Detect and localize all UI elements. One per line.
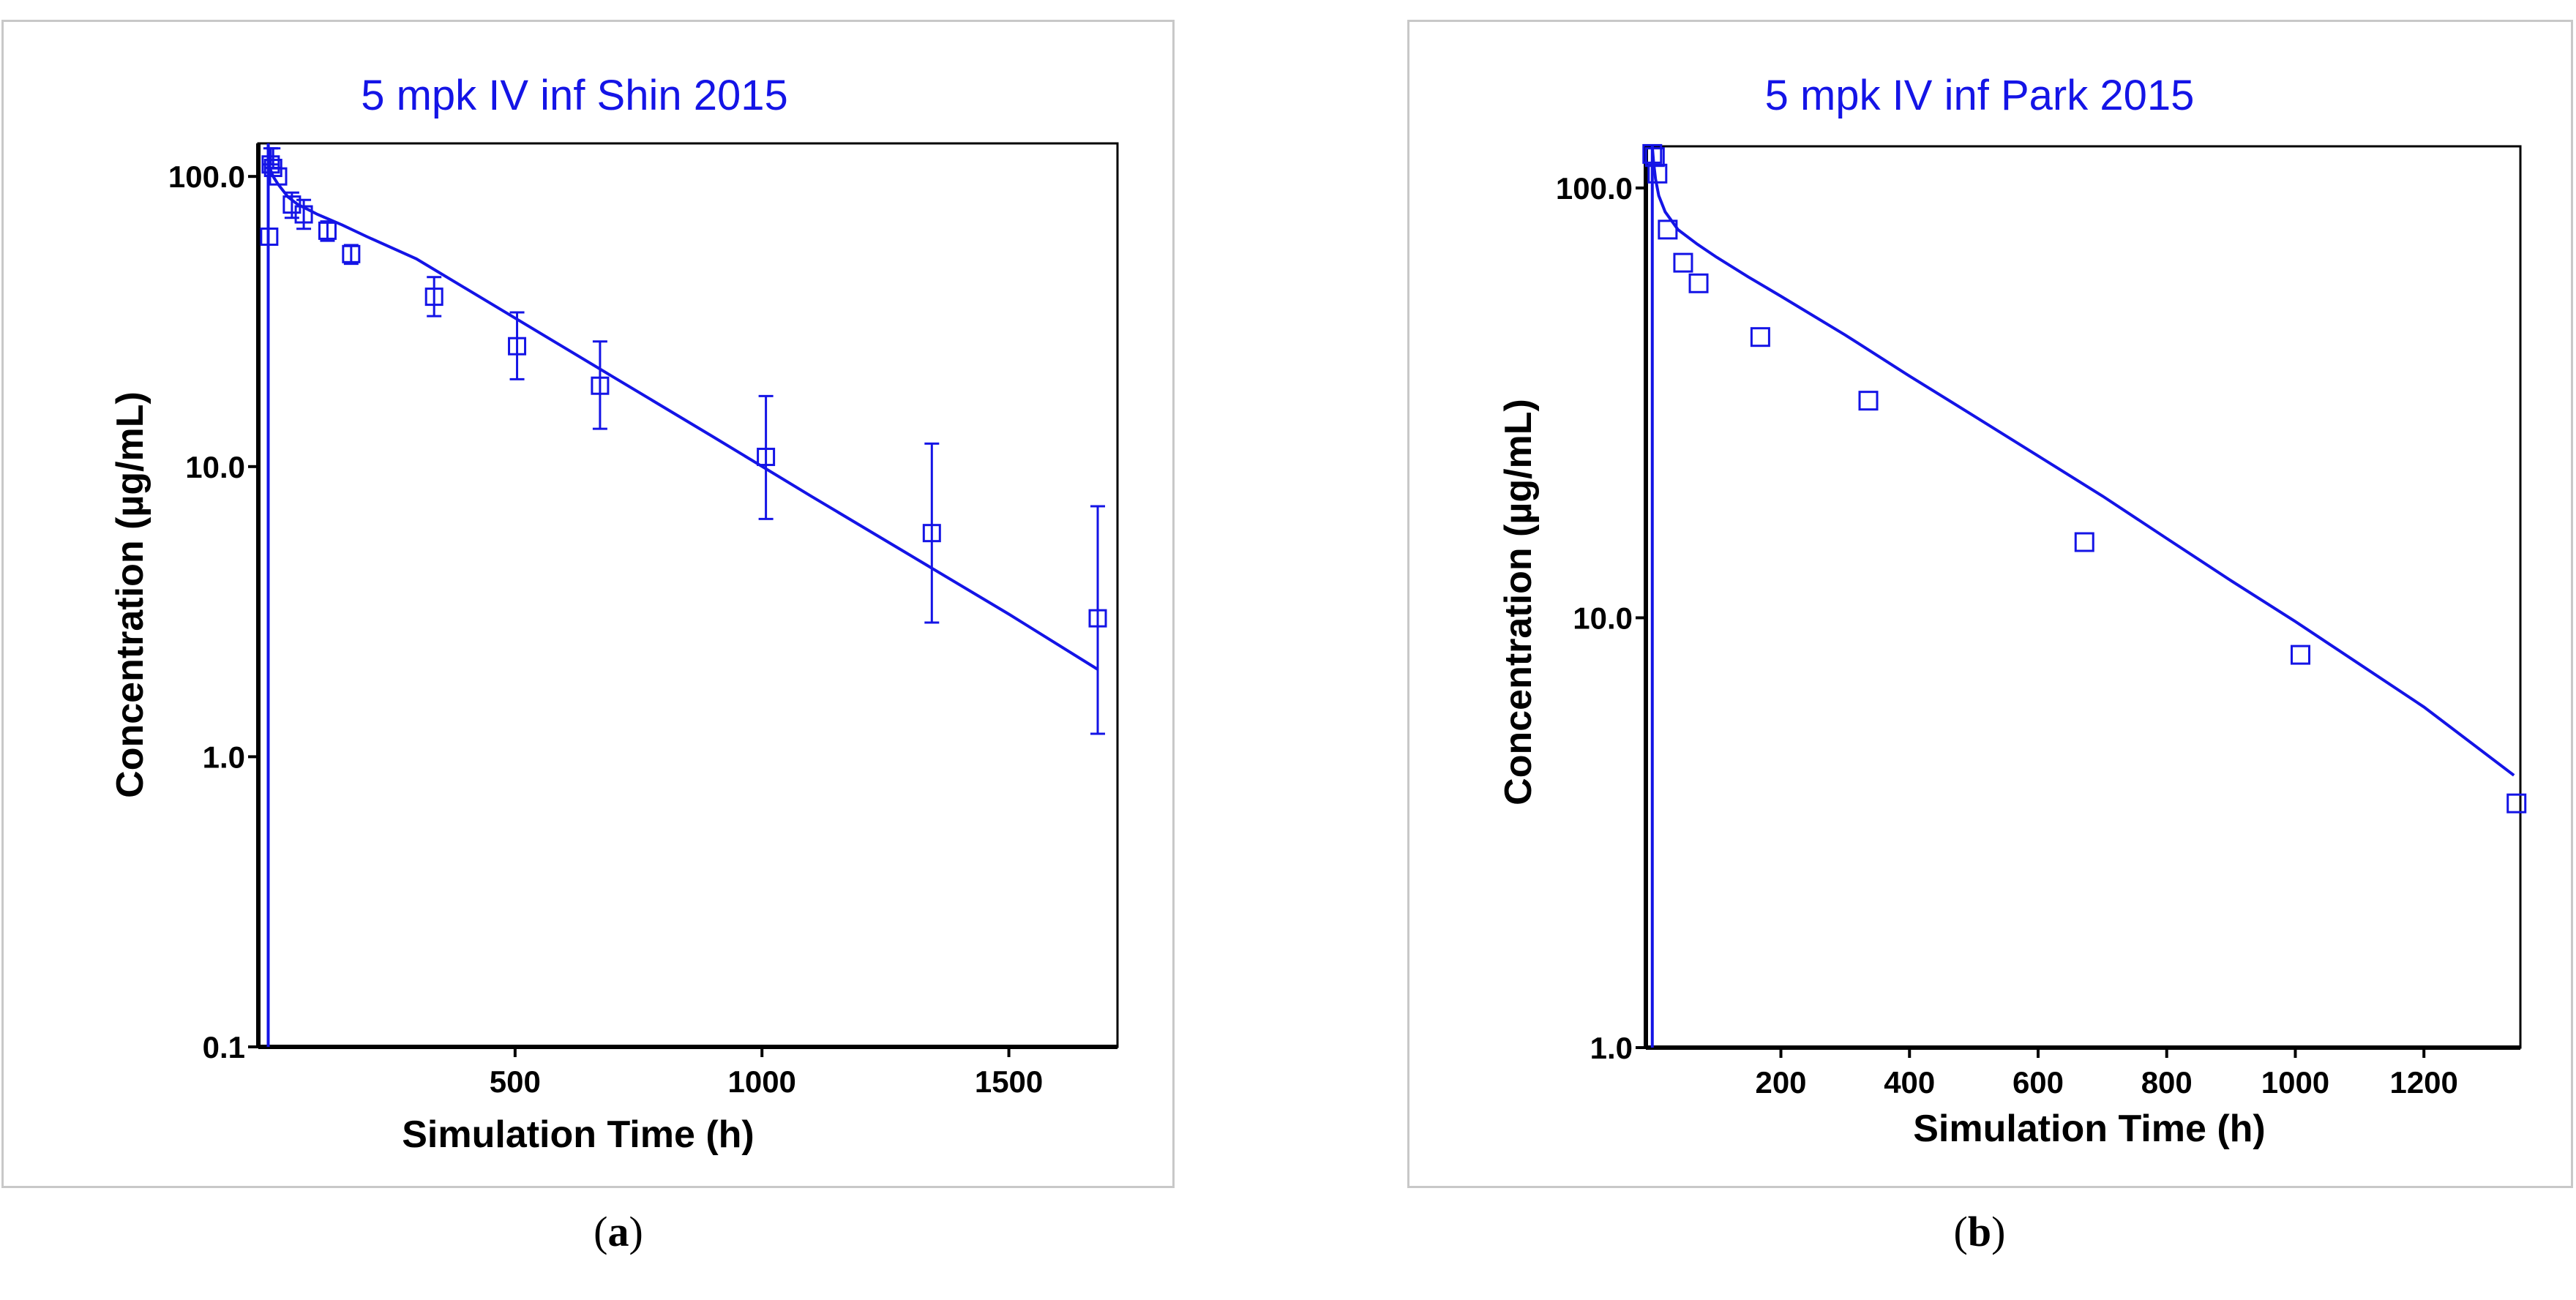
panel-a-letter: a (607, 1208, 629, 1255)
observed-point (1088, 609, 1107, 628)
x-tick-label: 500 (490, 1064, 541, 1099)
panel-b-letter: b (1967, 1208, 1992, 1255)
y-axis-label: Concentration (µg/mL) (109, 391, 151, 798)
y-tick-label: 100.0 (168, 159, 245, 194)
chart-panel-b-frame (1407, 20, 2573, 1188)
plot-area-frame (257, 142, 1119, 1048)
observed-point (2290, 645, 2310, 665)
y-tick-label: 0.1 (203, 1030, 245, 1064)
x-tick-label: 1000 (2261, 1065, 2329, 1100)
observed-point (1644, 147, 1665, 168)
observed-point (282, 195, 302, 214)
x-tick-label: 400 (1884, 1065, 1935, 1100)
observed-point (1658, 219, 1678, 240)
y-tick-label: 1.0 (1590, 1031, 1633, 1065)
observed-point (318, 221, 337, 240)
observed-point (757, 448, 776, 467)
x-axis-label: Simulation Time (h) (402, 1113, 755, 1156)
chart-title: 5 mpk IV inf Shin 2015 (361, 72, 788, 119)
observed-point (1688, 273, 1709, 293)
y-axis-label: Concentration (µg/mL) (1497, 399, 1540, 805)
x-tick-label: 1000 (727, 1064, 795, 1099)
observed-point (508, 337, 527, 356)
observed-point (1673, 252, 1693, 273)
observed-point (424, 288, 443, 307)
x-tick-label: 200 (1755, 1065, 1806, 1100)
x-tick-label: 1500 (975, 1064, 1043, 1099)
observed-point (1858, 391, 1879, 411)
observed-point (260, 228, 279, 247)
chart-panel-a-frame (1, 20, 1175, 1188)
observed-point (2074, 532, 2094, 552)
simulation-line (266, 143, 1099, 671)
panel-a-caption: (a) (594, 1208, 643, 1255)
chart-panel-a: 5 mpk IV inf Shin 2015 500 1000 1500 0.1 1.0… (109, 72, 1119, 1156)
y-tick-label: 100.0 (1556, 171, 1633, 206)
observed-point (294, 205, 313, 224)
observed-point (2506, 793, 2527, 814)
observed-point (1642, 143, 1663, 164)
x-axis-label: Simulation Time (h) (1913, 1108, 2266, 1150)
observed-point (591, 376, 610, 395)
x-tick-label: 1200 (2389, 1065, 2457, 1100)
panel-b-caption: (b) (1953, 1208, 2006, 1255)
observed-point (342, 244, 361, 263)
chart-title: 5 mpk IV inf Park 2015 (1765, 72, 2195, 119)
y-tick-label: 10.0 (1573, 601, 1633, 635)
observed-point (1647, 163, 1668, 184)
y-tick-label: 10.0 (185, 450, 245, 484)
observed-point (269, 167, 288, 186)
chart-panel-b: 5 mpk IV inf Park 2015 200 400 600 800 1000 1… (1497, 72, 2527, 1150)
simulation-line (1650, 146, 2515, 777)
observed-point (1750, 327, 1770, 347)
x-tick-label: 600 (2012, 1065, 2064, 1100)
plot-area-frame (1644, 145, 2522, 1049)
y-tick-label: 1.0 (203, 740, 245, 774)
observed-point (922, 524, 941, 543)
x-tick-label: 800 (2141, 1065, 2193, 1100)
